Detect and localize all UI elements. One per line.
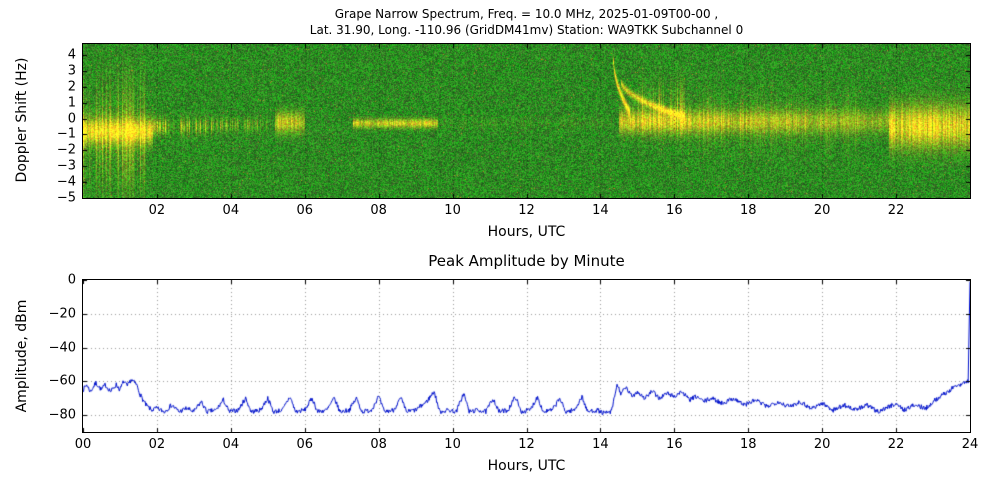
tick-label: −80 (48, 407, 76, 423)
tick-label: 10 (444, 203, 461, 218)
amplitude-xtick-labels: 00 02 04 06 08 10 12 14 16 18 20 22 24 (75, 437, 979, 453)
tick-label: 4 (67, 47, 76, 63)
tick-label: 18 (739, 437, 757, 452)
tick-label: −3 (56, 158, 76, 174)
spectrogram-canvas (83, 44, 970, 198)
tick-label: 1 (67, 95, 76, 111)
tick-label: −5 (56, 190, 76, 206)
tick-label: −1 (56, 126, 76, 142)
tick-label: 16 (666, 203, 683, 218)
tick-label: 02 (148, 203, 166, 218)
tick-label: 12 (518, 203, 535, 218)
tick-label: 14 (592, 437, 609, 452)
tick-label: 14 (592, 203, 609, 218)
tick-label: 0 (67, 111, 76, 127)
spectrogram-ylabel: Doppler Shift (Hz) (14, 57, 30, 183)
tick-label: 20 (813, 203, 831, 218)
tick-label: 04 (222, 437, 240, 452)
spectrogram-plot-area (82, 43, 971, 199)
amplitude-plot-area (82, 279, 971, 433)
tick-label: 16 (666, 437, 683, 452)
amplitude-canvas (83, 280, 970, 432)
amplitude-title: Peak Amplitude by Minute (428, 252, 625, 270)
tick-label: 02 (148, 437, 166, 452)
spectrogram-title-line1: Grape Narrow Spectrum, Freq. = 10.0 MHz,… (334, 7, 719, 21)
amplitude-ytick-labels: 0 −20 −40 −60 −80 (36, 273, 80, 432)
tick-label: 06 (296, 203, 314, 218)
tick-label: −2 (56, 142, 76, 158)
tick-label: 0 (67, 272, 76, 288)
tick-label: 22 (887, 437, 905, 452)
spectrogram-xlabel: Hours, UTC (487, 224, 566, 240)
tick-label: −20 (48, 306, 76, 322)
tick-label: 24 (961, 437, 979, 452)
tick-label: 18 (739, 203, 757, 218)
tick-label: −60 (48, 373, 76, 389)
tick-label: 00 (74, 437, 92, 452)
amplitude-xlabel: Hours, UTC (487, 458, 566, 474)
tick-label: 2 (67, 79, 76, 95)
tick-label: 12 (518, 437, 535, 452)
spectrogram-xtick-labels: 02 04 06 08 10 12 14 16 18 20 22 (83, 203, 970, 219)
tick-label: 20 (813, 437, 831, 452)
tick-label: 3 (67, 63, 76, 79)
tick-label: −4 (56, 174, 76, 190)
spectrogram-ytick-labels: 4 3 2 1 0 −1 −2 −3 −4 −5 (36, 44, 80, 206)
tick-label: 04 (222, 203, 240, 218)
tick-label: −40 (48, 340, 76, 356)
tick-label: 22 (887, 203, 905, 218)
tick-label: 08 (370, 437, 387, 452)
tick-label: 10 (444, 437, 461, 452)
spectrogram-title: Grape Narrow Spectrum, Freq. = 10.0 MHz,… (83, 6, 970, 38)
tick-label: 08 (370, 203, 387, 218)
amplitude-ylabel: Amplitude, dBm (14, 299, 30, 413)
spectrogram-title-line2: Lat. 31.90, Long. -110.96 (GridDM41mv) S… (309, 23, 744, 37)
tick-label: 06 (296, 437, 314, 452)
